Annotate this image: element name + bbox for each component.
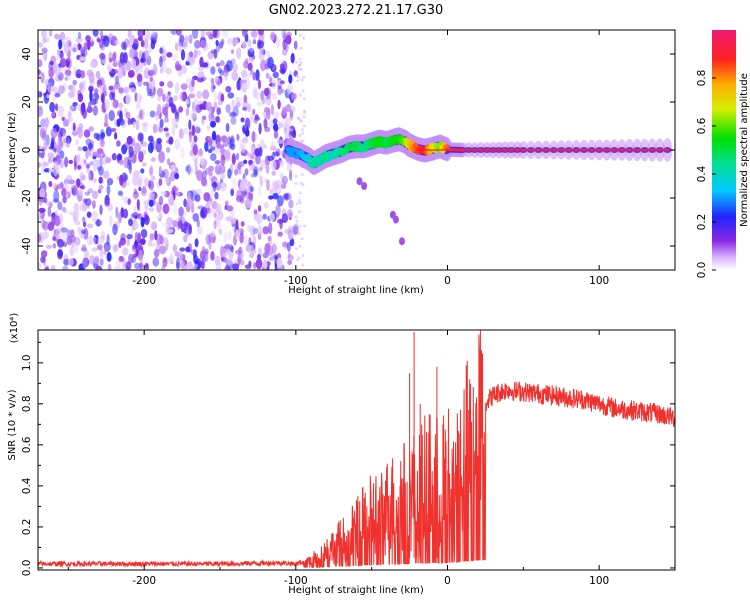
y-tick-label: 0.8 xyxy=(21,395,33,412)
y-tick-label: 0.4 xyxy=(21,477,33,494)
colorbar-tick-label: 0.8 xyxy=(696,70,708,87)
snr-x-label: Height of straight line (km) xyxy=(288,585,424,596)
y-tick-label: 40 xyxy=(21,47,33,60)
x-tick-label: -200 xyxy=(132,275,156,287)
y-tick-label: 1.0 xyxy=(21,354,33,371)
snr-y-scale-label: (x10⁴) xyxy=(9,313,20,344)
x-tick-label: 0 xyxy=(444,275,451,287)
y-tick-label: -20 xyxy=(21,189,33,206)
snr-ticks: -200 -100 0 100 0.0 0.2 0.4 0.6 0.8 1.0 xyxy=(21,330,676,587)
spectrogram-y-label: Frequency (Hz) xyxy=(7,112,18,188)
snr-plot-area xyxy=(38,330,675,569)
y-tick-label: 20 xyxy=(21,95,33,108)
colorbar-tick-label: 0.0 xyxy=(696,262,708,279)
colorbar-gradient xyxy=(712,30,736,270)
y-tick-label: 0 xyxy=(21,147,33,154)
spectrogram-x-label: Height of straight line (km) xyxy=(288,285,424,296)
snr-panel: -200 -100 0 100 0.0 0.2 0.4 0.6 0.8 1.0 Height of… xyxy=(7,313,676,596)
snr-frame xyxy=(37,329,676,571)
y-tick-label: 0.2 xyxy=(21,519,33,536)
x-tick-label: 100 xyxy=(589,575,609,587)
colorbar-tick-label: 0.2 xyxy=(696,214,708,231)
x-tick-label: 0 xyxy=(444,575,451,587)
colorbar-ticks: 0.0 0.2 0.4 0.6 0.8 xyxy=(696,70,716,279)
x-tick-label: -200 xyxy=(132,575,156,587)
snr-y-label: SNR (10 * v/v) xyxy=(7,389,18,460)
y-tick-label: -40 xyxy=(21,237,33,254)
y-tick-label: 0.6 xyxy=(21,436,33,453)
x-tick-label: -100 xyxy=(284,575,308,587)
colorbar-tick-label: 0.6 xyxy=(696,117,708,134)
colorbar: 0.0 0.2 0.4 0.6 0.8 Normalized spectral ampl… xyxy=(696,30,750,278)
spectrogram-plot-area xyxy=(38,30,675,270)
figure-title: GN02.2023.272.21.17.G30 xyxy=(269,3,444,18)
x-tick-label: -100 xyxy=(284,275,308,287)
colorbar-label: Normalized spectral amplitude xyxy=(739,73,750,227)
colorbar-tick-label: 0.4 xyxy=(696,165,708,182)
y-tick-label: 0.0 xyxy=(21,560,33,577)
x-tick-label: 100 xyxy=(589,275,609,287)
